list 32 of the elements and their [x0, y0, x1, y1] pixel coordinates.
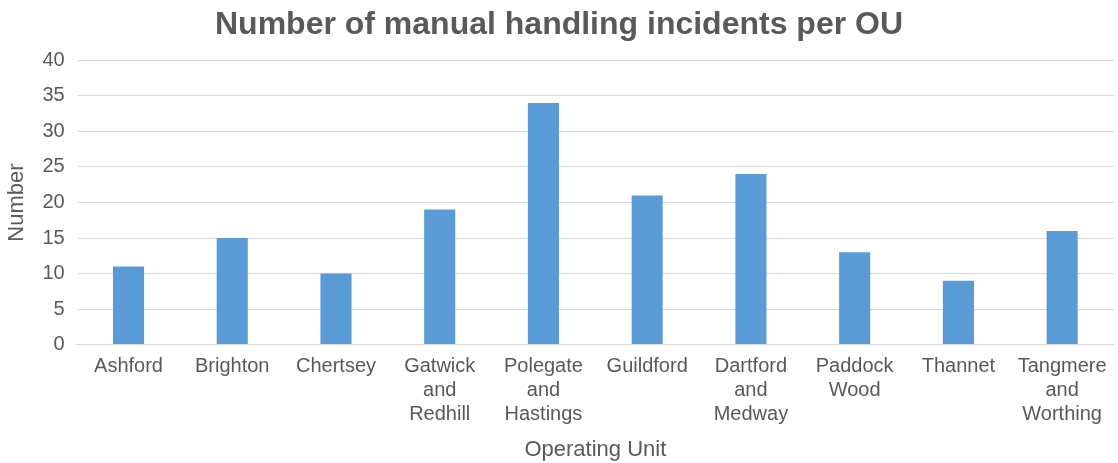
y-tick-label: 15 — [42, 225, 65, 248]
bar — [320, 273, 352, 345]
y-tick-label: 30 — [42, 118, 65, 141]
x-tick-label: Brighton — [195, 354, 270, 377]
y-tick-label: 40 — [42, 47, 65, 70]
x-tick-label: Polegate and Hastings — [503, 354, 583, 425]
bar — [424, 209, 456, 345]
x-tick-label: Dartford and Medway — [713, 354, 789, 425]
bar — [631, 195, 663, 345]
x-axis-title: Operating Unit — [524, 435, 667, 461]
x-tick-label: Tangmere and Worthing — [1017, 354, 1107, 425]
y-tick-label: 25 — [42, 154, 65, 177]
bar — [1046, 230, 1078, 345]
x-tick-label: Gatwick and Redhill — [404, 354, 477, 425]
bar — [942, 280, 974, 345]
x-tick-label: Ashford — [94, 354, 163, 377]
bar — [527, 103, 560, 345]
y-tick-label: 10 — [42, 261, 65, 284]
bar — [839, 252, 871, 345]
chart-title: Number of manual handling incidents per OU — [214, 5, 904, 42]
x-tick-label: Paddock Wood — [815, 354, 895, 401]
bar — [112, 266, 145, 345]
y-tick-label: 5 — [53, 296, 65, 319]
y-axis-title: Number — [3, 163, 29, 242]
y-tick-label: 35 — [42, 83, 65, 106]
x-tick-label: Guildford — [606, 354, 688, 377]
x-tick-label: Chertsey — [295, 354, 376, 377]
bar — [735, 174, 767, 345]
bar — [216, 238, 248, 345]
y-tick-label: 0 — [53, 332, 65, 355]
x-tick-label: Thannet — [921, 354, 996, 377]
y-tick-label: 20 — [42, 190, 65, 213]
